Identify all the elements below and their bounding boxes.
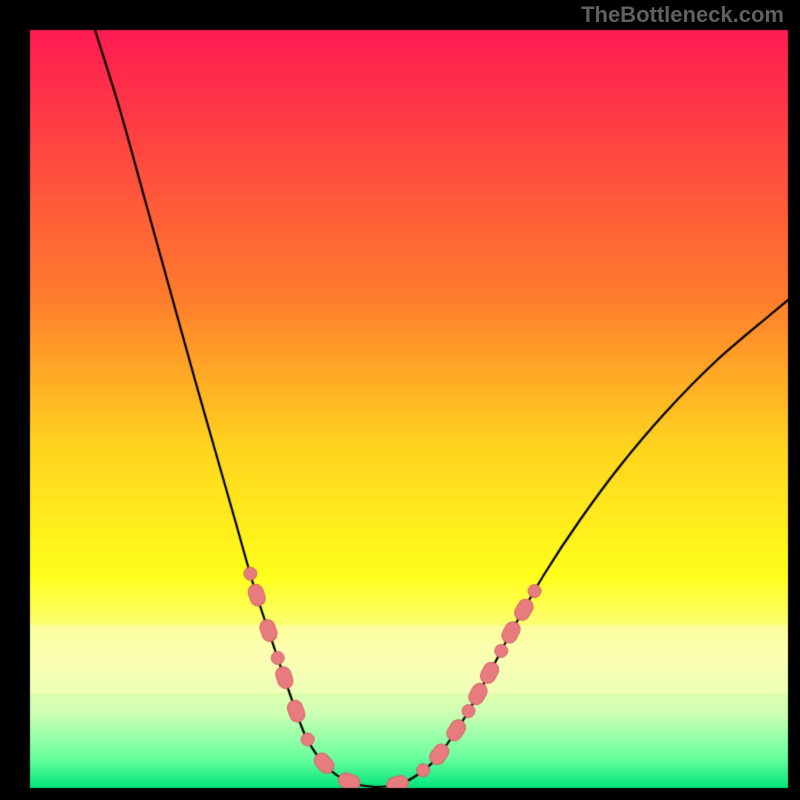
chart-container: TheBottleneck.com [0,0,800,800]
bottleneck-chart-canvas [0,0,800,800]
watermark-text: TheBottleneck.com [581,2,784,28]
